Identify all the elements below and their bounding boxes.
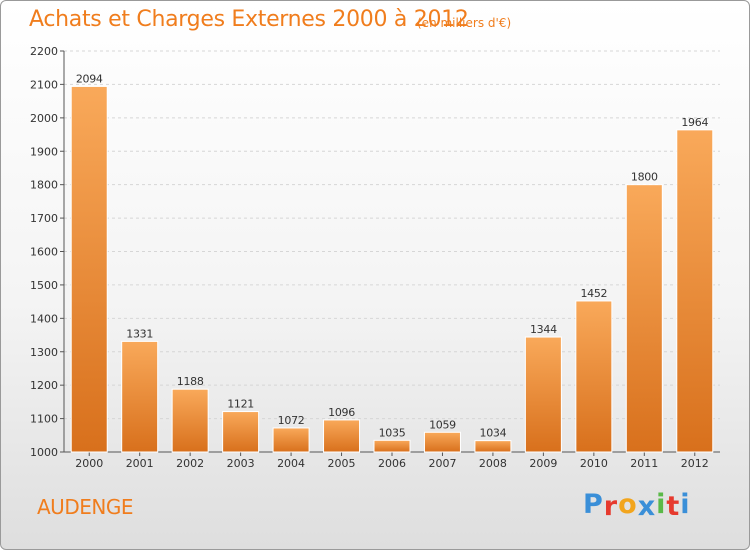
x-tick-label-2005: 2005 [328, 457, 356, 470]
x-tick-label-2006: 2006 [378, 457, 406, 470]
y-tick-label: 2100 [30, 78, 58, 91]
x-tick-label-2003: 2003 [227, 457, 255, 470]
grid-lines [64, 50, 720, 420]
chart-title: Achats et Charges Externes 2000 à 2012 [29, 7, 469, 32]
bars [70, 85, 714, 453]
bar-2011 [625, 184, 663, 453]
x-tick-label-2007: 2007 [428, 457, 456, 470]
x-tick-label-2008: 2008 [479, 457, 507, 470]
x-tick-label-2001: 2001 [126, 457, 154, 470]
logo-letter: i [656, 489, 667, 520]
chart-subtitle: (en milliers d'€) [417, 16, 512, 30]
data-label-2008: 1034 [480, 427, 507, 440]
x-tick-label-2009: 2009 [529, 457, 557, 470]
bar-2012 [676, 129, 714, 453]
bar-2004 [272, 427, 310, 453]
y-tick-label: 1000 [30, 446, 58, 459]
y-tick-label: 1600 [30, 246, 58, 259]
data-label-2003: 1121 [227, 398, 254, 411]
x-tick-label-2012: 2012 [681, 457, 709, 470]
logo-letter: o [618, 489, 638, 520]
logo-letter: r [603, 491, 619, 522]
data-label-2011: 1800 [631, 171, 658, 184]
logo-letter: x [637, 491, 657, 522]
logo-letter: i [680, 489, 691, 520]
x-tick-labels: 2000 2001 2002 2003 2004 2005 2006 2007 2008 2009… [75, 457, 709, 470]
data-label-2006: 1035 [379, 426, 406, 439]
bar-2009 [524, 336, 562, 453]
y-tick-label: 2200 [30, 45, 58, 58]
logo-letter: t [666, 491, 681, 522]
data-label-2007: 1059 [429, 418, 456, 431]
y-tick-label: 1100 [30, 413, 58, 426]
bar-2001 [121, 340, 159, 453]
x-tick-label-2000: 2000 [75, 457, 103, 470]
y-tick-label: 2000 [30, 112, 58, 125]
bar-2005 [323, 419, 361, 453]
data-labels: 2094 1331 1188 1121 1072 1096 1035 1059 1034 1344… [76, 72, 709, 439]
axes [60, 50, 720, 456]
y-tick-label: 1400 [30, 312, 58, 325]
x-tick-label-2010: 2010 [580, 457, 608, 470]
bar-2000 [70, 85, 108, 453]
commune-name: AUDENGE [37, 495, 133, 519]
data-label-2001: 1331 [126, 327, 153, 340]
y-tick-label: 1300 [30, 346, 58, 359]
x-tick-label-2004: 2004 [277, 457, 305, 470]
y-tick-label: 1900 [30, 145, 58, 158]
data-label-2010: 1452 [580, 287, 607, 300]
y-tick-label: 1500 [30, 279, 58, 292]
bar-2010 [575, 300, 613, 453]
data-label-2012: 1964 [681, 116, 708, 129]
bar-2008 [474, 440, 512, 453]
data-label-2002: 1188 [177, 375, 204, 388]
y-tick-label: 1200 [30, 379, 58, 392]
bar-2002 [171, 388, 209, 453]
y-tick-label: 1800 [30, 179, 58, 192]
y-tick-labels: 1000 1100 1200 1300 1400 1500 1600 1700 1800 1900… [30, 45, 58, 459]
y-tick-label: 1700 [30, 212, 58, 225]
data-label-2000: 2094 [76, 72, 103, 85]
data-label-2004: 1072 [278, 414, 305, 427]
bar-2007 [423, 431, 461, 453]
x-tick-label-2002: 2002 [176, 457, 204, 470]
bar-2003 [222, 411, 260, 453]
data-label-2005: 1096 [328, 406, 355, 419]
x-tick-label-2011: 2011 [630, 457, 658, 470]
proxiti-logo: Proxiti [583, 489, 691, 522]
logo-letter: P [583, 489, 604, 520]
bar-2006 [373, 439, 411, 453]
data-label-2009: 1344 [530, 323, 557, 336]
